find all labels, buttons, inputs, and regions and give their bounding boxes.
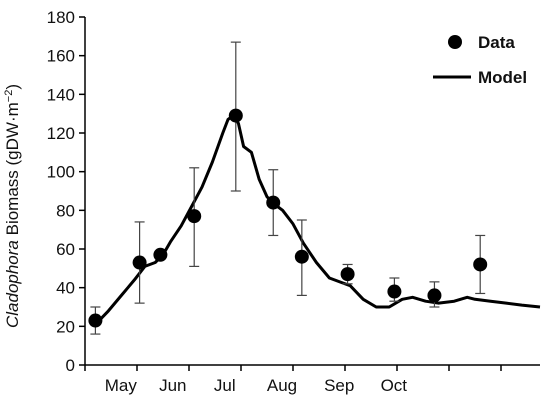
data-point [132, 255, 147, 270]
y-tick-label: 120 [47, 124, 75, 143]
axes: 0 20 40 60 80 100 120 140 160 180 May Jun Jul Aug Sep O… [47, 8, 540, 395]
data-series [88, 41, 488, 335]
y-tick-label: 80 [56, 201, 75, 220]
x-tick-label: Sep [324, 376, 354, 395]
y-tick-label: 0 [66, 356, 75, 375]
data-point-group [473, 234, 488, 295]
data-point-group [88, 306, 103, 335]
y-tick-label: 160 [47, 47, 75, 66]
legend: Data Model [433, 33, 527, 87]
y-axis-label-close: ) [3, 84, 22, 90]
data-point [228, 108, 243, 123]
data-point-group [132, 221, 147, 304]
data-point [427, 288, 442, 303]
model-line [94, 114, 541, 326]
svg-text:Cladophora Biomass (gDW·m−2): Cladophora Biomass (gDW·m−2) [3, 84, 22, 328]
data-point [153, 247, 168, 262]
legend-model-label: Model [478, 68, 527, 87]
data-point [473, 257, 488, 272]
x-tick-label: Jun [159, 376, 186, 395]
y-tick-label: 100 [47, 163, 75, 182]
data-point-group [228, 41, 243, 192]
y-axis-label: Cladophora Biomass (gDW·m−2) [3, 84, 22, 328]
data-point-group [294, 219, 309, 296]
data-point-group [427, 281, 442, 308]
y-axis-label-italic: Cladophora [3, 240, 22, 328]
data-point [266, 195, 281, 210]
data-point-group [187, 167, 202, 267]
data-point-group [153, 247, 168, 262]
y-tick-label: 180 [47, 8, 75, 27]
data-point [340, 267, 355, 282]
x-tick-label: May [105, 376, 138, 395]
data-point [88, 313, 103, 328]
data-point-group [387, 277, 402, 302]
legend-data-marker [448, 35, 462, 49]
y-tick-label: 20 [56, 317, 75, 336]
data-point-group [340, 263, 355, 285]
y-tick-label: 40 [56, 279, 75, 298]
y-axis-label-text: Biomass (gDW·m [3, 102, 22, 240]
y-tick-label: 140 [47, 85, 75, 104]
data-point [294, 249, 309, 264]
x-tick-label: Jul [214, 376, 236, 395]
legend-data-label: Data [478, 33, 515, 52]
x-tick-label: Oct [381, 376, 408, 395]
data-point [387, 284, 402, 299]
y-axis-label-sup: −2 [3, 90, 15, 103]
data-point-group [266, 169, 281, 237]
x-tick-label: Aug [267, 376, 297, 395]
model-series [94, 114, 541, 326]
y-tick-label: 60 [56, 240, 75, 259]
data-point [187, 209, 202, 224]
